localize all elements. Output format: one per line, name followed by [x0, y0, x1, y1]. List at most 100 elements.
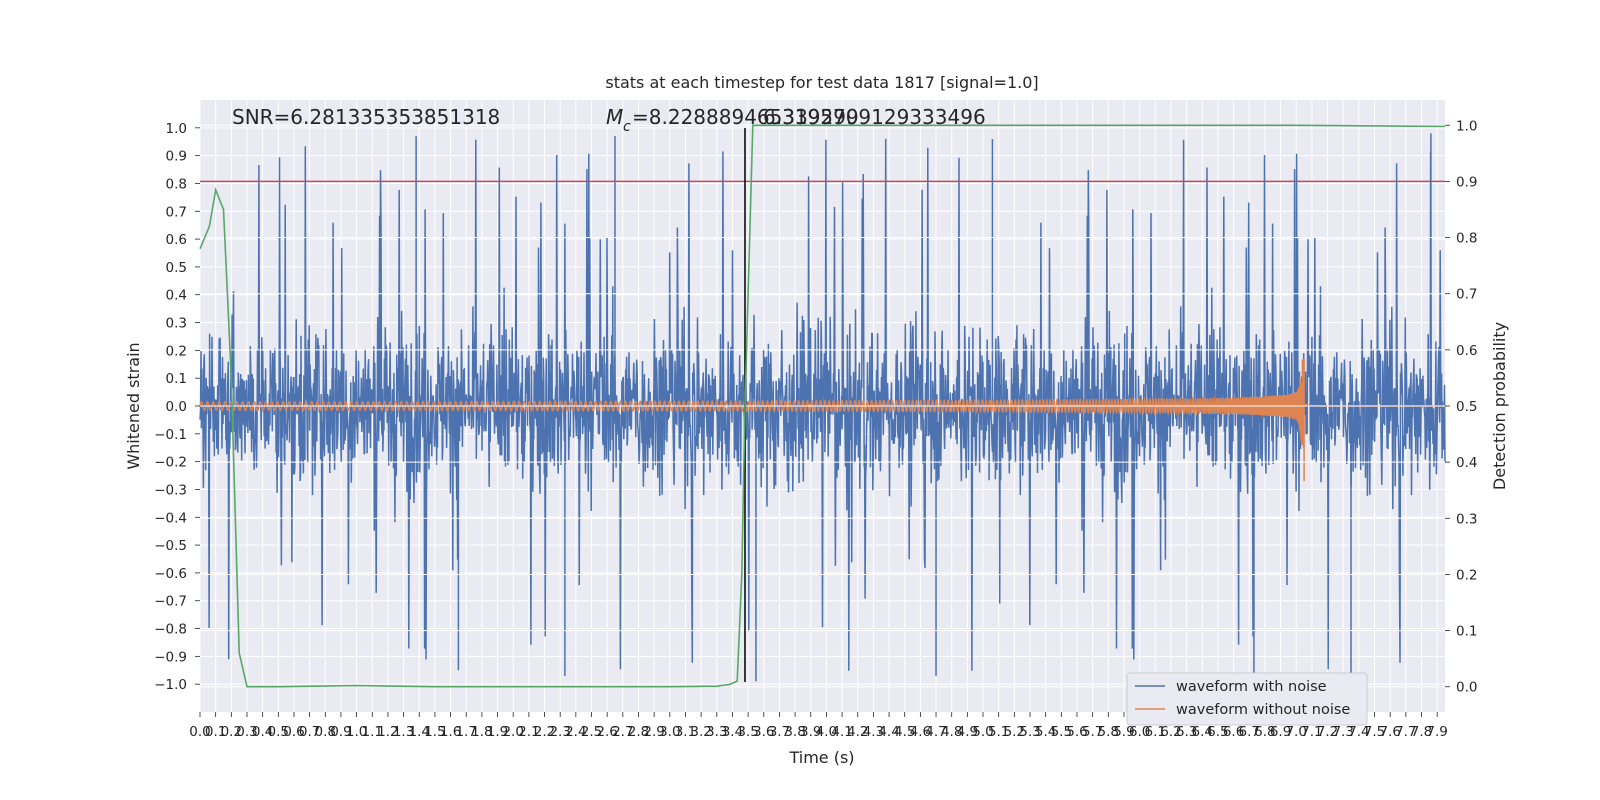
x-tick-label: 1.0 — [346, 724, 367, 740]
x-tick-label: 5.4 — [1035, 724, 1056, 740]
y2-tick-label: 0.7 — [1456, 287, 1477, 303]
x-tick-label: 4.2 — [847, 724, 868, 740]
x-tick-label: 1.3 — [393, 724, 414, 740]
y2-tick-label: 0.4 — [1456, 455, 1477, 471]
x-tick-label: 2.8 — [628, 724, 649, 740]
x-tick-label: 7.3 — [1332, 724, 1353, 740]
x-tick-label: 4.3 — [863, 724, 884, 740]
x-tick-label: 5.8 — [1098, 724, 1119, 740]
x-tick-label: 0.8 — [315, 724, 336, 740]
x-tick-label: 7.5 — [1364, 724, 1385, 740]
y2-tick-label: 0.2 — [1456, 567, 1477, 583]
x-tick-label: 0.9 — [330, 724, 351, 740]
y-tick-label: −0.5 — [154, 538, 187, 554]
x-tick-label: 7.8 — [1411, 724, 1432, 740]
y2-tick-label: 0.1 — [1456, 624, 1477, 640]
x-tick-label: 7.1 — [1301, 724, 1322, 740]
legend: waveform with noise waveform without noi… — [1126, 672, 1368, 726]
y-tick-label: −0.6 — [154, 566, 187, 582]
x-tick-label: 4.8 — [941, 724, 962, 740]
x-tick-label: 1.9 — [487, 724, 508, 740]
y-tick-label: 0.9 — [166, 149, 187, 165]
x-tick-label: 6.6 — [1223, 724, 1244, 740]
x-tick-label: 4.1 — [831, 724, 852, 740]
x-tick-label: 6.4 — [1192, 724, 1213, 740]
x-tick-label: 2.9 — [643, 724, 664, 740]
series-detection-probability — [199, 124, 1446, 688]
x-axis-ticks: 0.00.10.20.30.40.50.60.70.80.91.01.11.21… — [189, 712, 1448, 740]
y-tick-label: 0.5 — [166, 260, 187, 276]
y2-tick-label: 0.8 — [1456, 231, 1477, 247]
x-tick-label: 5.7 — [1082, 724, 1103, 740]
x-tick-label: 3.0 — [659, 724, 680, 740]
chart-title: stats at each timestep for test data 181… — [605, 73, 1038, 92]
x-tick-label: 2.6 — [596, 724, 617, 740]
y-tick-label: −1.0 — [154, 677, 187, 693]
x-tick-label: 0.0 — [189, 724, 210, 740]
y-tick-label: −0.4 — [154, 510, 187, 526]
x-tick-label: 6.0 — [1129, 724, 1150, 740]
x-tick-label: 2.2 — [534, 724, 555, 740]
x-axis-label: Time (s) — [788, 748, 854, 767]
y-tick-label: −0.7 — [154, 594, 187, 610]
x-tick-label: 1.1 — [362, 724, 383, 740]
x-tick-label: 7.6 — [1379, 724, 1400, 740]
legend-box — [1126, 672, 1368, 726]
x-tick-label: 4.5 — [894, 724, 915, 740]
x-tick-label: 3.7 — [769, 724, 790, 740]
x-tick-label: 7.7 — [1395, 724, 1416, 740]
x-tick-label: 0.7 — [299, 724, 320, 740]
y-tick-label: 0.8 — [166, 176, 187, 192]
mc-value-a: =8.228889465339299 — [632, 105, 859, 129]
mc-subscript: c — [623, 119, 631, 135]
x-tick-label: 5.0 — [972, 724, 993, 740]
y-tick-label: 0.6 — [166, 232, 187, 248]
y-tick-label: 0.3 — [166, 316, 187, 332]
x-tick-label: 3.4 — [722, 724, 743, 740]
detection-probability-line — [199, 124, 1446, 688]
x-tick-label: 3.2 — [690, 724, 711, 740]
x-tick-label: 1.6 — [440, 724, 461, 740]
x-tick-label: 4.0 — [816, 724, 837, 740]
x-tick-label: 4.4 — [878, 724, 899, 740]
x-tick-label: 7.9 — [1426, 724, 1447, 740]
y-tick-label: 0.2 — [166, 343, 187, 359]
x-tick-label: 2.3 — [549, 724, 570, 740]
x-tick-label: 3.5 — [737, 724, 758, 740]
x-tick-label: 2.1 — [518, 724, 539, 740]
y2-tick-label: 0.3 — [1456, 511, 1477, 527]
y2-axis-ticks: 0.0 0.1 0.2 0.3 0.4 0.5 0.6 0.7 0.8 0.9 1.0 — [1445, 118, 1477, 696]
y-tick-label: 0.7 — [166, 204, 187, 220]
x-tick-label: 0.2 — [221, 724, 242, 740]
x-tick-label: 7.2 — [1317, 724, 1338, 740]
y2-axis-label: Detection probability — [1490, 322, 1509, 490]
x-tick-label: 6.7 — [1239, 724, 1260, 740]
x-tick-label: 1.4 — [409, 724, 430, 740]
x-tick-label: 6.3 — [1176, 724, 1197, 740]
x-tick-label: 5.1 — [988, 724, 1009, 740]
x-tick-label: 2.7 — [612, 724, 633, 740]
clean-waveform-line — [199, 358, 1445, 482]
y2-tick-label: 1.0 — [1456, 118, 1477, 134]
x-tick-label: 5.2 — [1004, 724, 1025, 740]
x-tick-label: 5.5 — [1051, 724, 1072, 740]
x-tick-label: 5.3 — [1019, 724, 1040, 740]
legend-label-waveform-without-noise: waveform without noise — [1176, 702, 1350, 718]
mc-value-b: 6.3195709129333496 — [763, 105, 986, 129]
x-tick-label: 7.4 — [1348, 724, 1369, 740]
x-tick-label: 0.3 — [236, 724, 257, 740]
y-axis-ticks: −1.0 −0.9 −0.8 −0.7 −0.6 −0.5 −0.4 −0.3 −0.2 −0.1… — [154, 121, 200, 693]
x-tick-label: 0.6 — [283, 724, 304, 740]
x-tick-label: 3.9 — [800, 724, 821, 740]
y-tick-label: −0.9 — [154, 649, 187, 665]
y2-tick-label: 0.0 — [1456, 680, 1477, 696]
y-axis-label: Whitened strain — [124, 342, 143, 469]
x-tick-label: 1.8 — [471, 724, 492, 740]
y2-tick-label: 0.9 — [1456, 174, 1477, 190]
y-tick-label: 0.4 — [166, 288, 187, 304]
x-tick-label: 1.2 — [377, 724, 398, 740]
x-tick-label: 0.1 — [205, 724, 226, 740]
x-tick-label: 3.3 — [706, 724, 727, 740]
x-tick-label: 0.5 — [268, 724, 289, 740]
